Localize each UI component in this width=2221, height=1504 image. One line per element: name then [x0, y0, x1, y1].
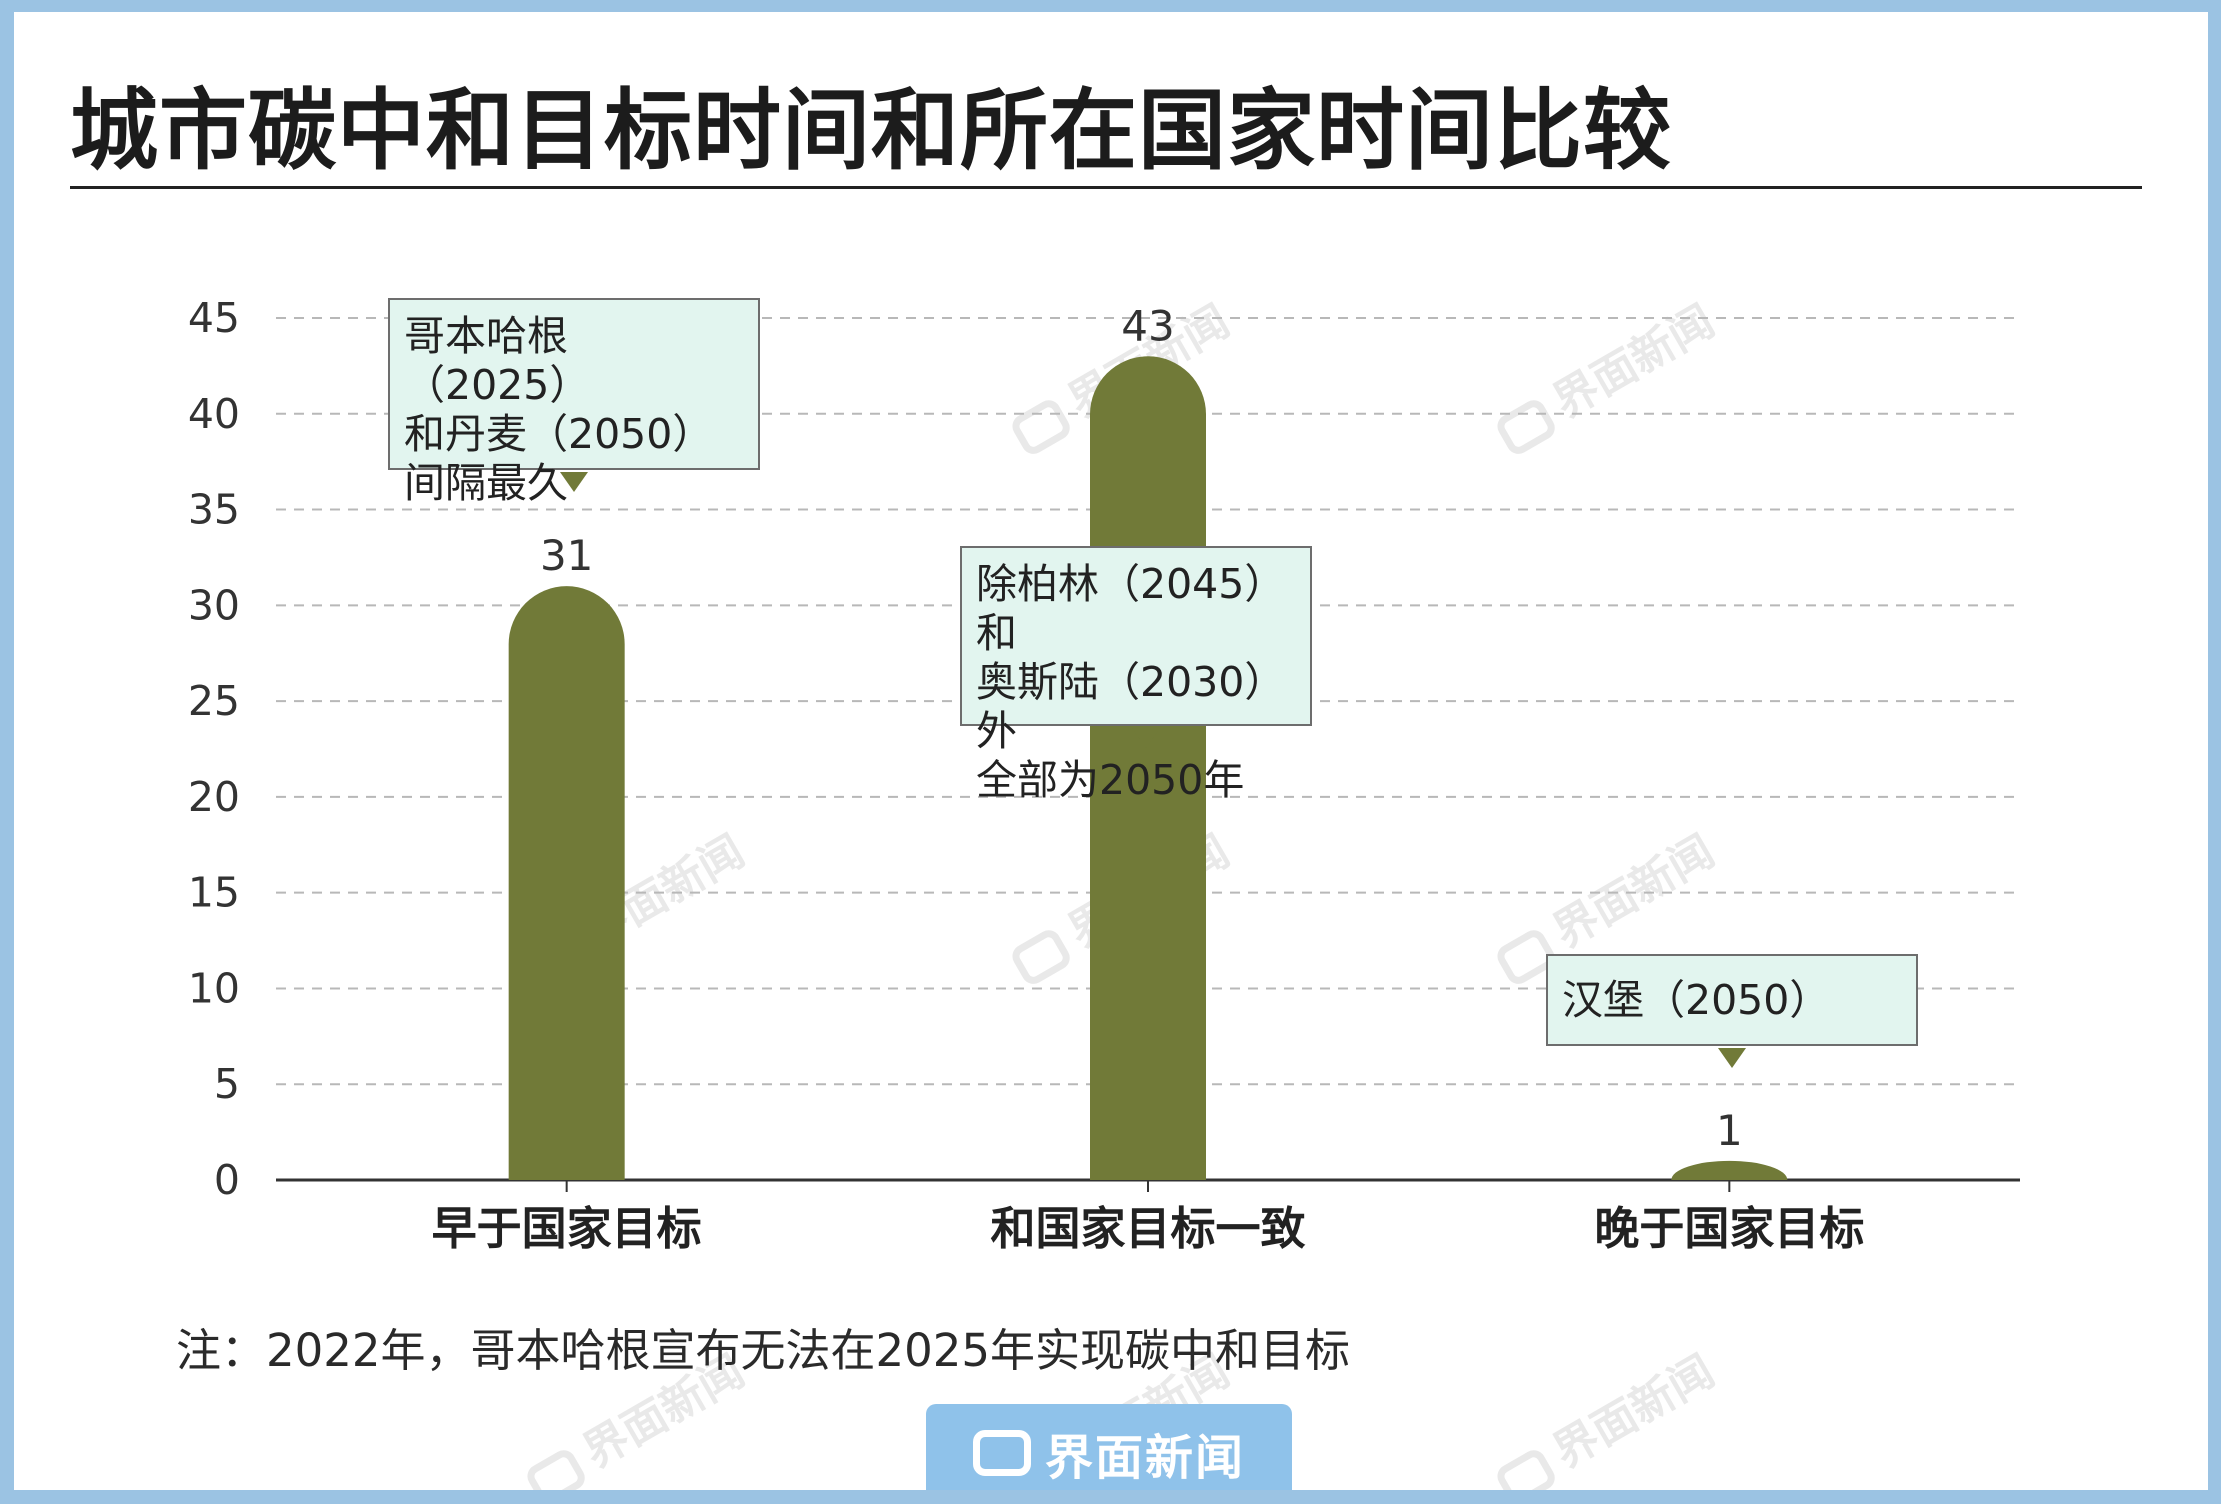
y-tick-label: 15: [188, 869, 240, 917]
y-tick-label: 25: [188, 677, 240, 725]
x-category-label: 晚于国家目标: [1594, 1202, 1864, 1255]
y-tick-label: 35: [188, 486, 240, 534]
y-tick-label: 10: [188, 964, 240, 1012]
brand-logo-icon: [972, 1430, 1031, 1476]
y-tick-label: 40: [188, 390, 240, 438]
y-tick-label: 30: [188, 581, 240, 629]
callout-pointer: [1132, 728, 1160, 748]
title-divider: [70, 186, 2142, 189]
callout-pointer: [1718, 1048, 1746, 1068]
chart-panel: 城市碳中和目标时间和所在国家时间比较 界面新闻 界面新闻 界面新闻 界面新闻 界…: [14, 12, 2208, 1490]
bar: [508, 586, 625, 1180]
watermark-logo-icon: [523, 1445, 590, 1490]
brand-name: 界面新闻: [1044, 1430, 1245, 1486]
callout-copenhagen: 哥本哈根（2025） 和丹麦（2050） 间隔最久: [388, 298, 760, 507]
brand-tab: 界面新闻: [926, 1404, 1292, 1490]
y-tick-label: 20: [188, 773, 240, 821]
watermark-logo-icon: [1493, 1445, 1560, 1490]
bar-value-label: 31: [540, 531, 593, 580]
bar-value-label: 43: [1121, 301, 1174, 350]
y-tick-label: 45: [188, 294, 240, 342]
watermark: 界面新闻: [1484, 1336, 1724, 1490]
bar: [1671, 1160, 1788, 1180]
footnote: 注：2022年，哥本哈根宣布无法在2025年实现碳中和目标: [176, 1324, 1351, 1377]
bar-value-label: 1: [1716, 1106, 1743, 1155]
y-tick-label: 5: [214, 1060, 240, 1108]
chart-title: 城市碳中和目标时间和所在国家时间比较: [70, 79, 1673, 182]
callout-hamburg: 汉堡（2050）: [1546, 954, 1918, 1046]
x-category-label: 和国家目标一致: [990, 1202, 1305, 1255]
y-tick-label: 0: [214, 1156, 240, 1204]
x-category-label: 早于国家目标: [432, 1202, 702, 1255]
callout-pointer: [560, 472, 588, 492]
callout-berlin-oslo: 除柏林（2045）和 奥斯陆（2030）外 全部为2050年: [960, 546, 1312, 804]
